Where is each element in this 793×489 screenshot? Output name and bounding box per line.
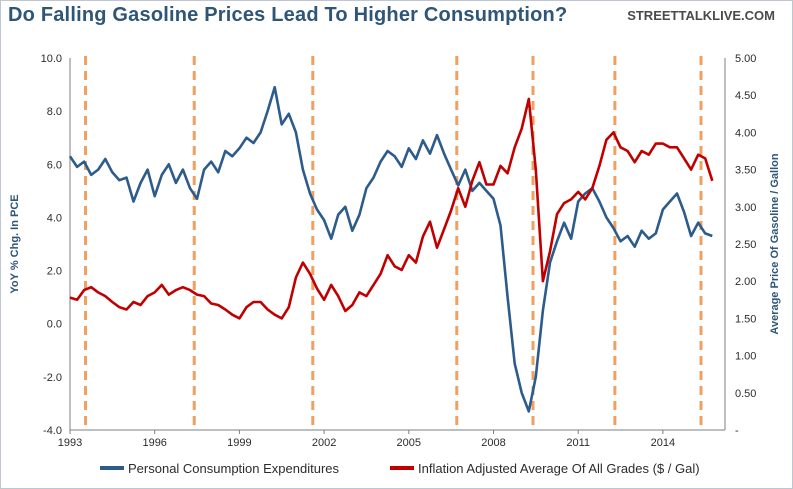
- x-tick-label: 2011: [566, 437, 590, 449]
- y-tick-label: 0.0: [47, 319, 62, 331]
- y-tick-label: 6.0: [47, 159, 62, 171]
- y2-tick-label: 2.50: [735, 239, 756, 251]
- legend: Personal Consumption Expenditures Inflat…: [100, 461, 700, 476]
- series-pce-line: [68, 85, 713, 413]
- brand-label: STREETTALKLIVE.COM: [627, 8, 775, 23]
- y2-tick-label: 4.00: [735, 127, 756, 139]
- y-axis-label: YoY % Chg. In PCE: [9, 194, 21, 293]
- y-tick-label: 2.0: [47, 266, 62, 278]
- y-tick-label: 10.0: [41, 53, 62, 65]
- x-tick-label: 1996: [142, 437, 166, 449]
- chart-title: Do Falling Gasoline Prices Lead To Highe…: [8, 4, 568, 26]
- tick-labels: 10.0 8.0 6.0 4.0 2.0 0.0 -2.0 -4.0 5.00 4.50 4.00 3…: [41, 53, 757, 449]
- y2-axis-label: Average Price Of Gasoline / Gallon: [769, 153, 781, 334]
- x-tick-label: 2014: [651, 437, 675, 449]
- axes: [69, 58, 726, 431]
- y2-tick-label: 1.50: [735, 313, 756, 325]
- series-gasoline-line: [69, 97, 714, 320]
- y-tick-label: 4.0: [47, 212, 62, 224]
- x-tick-label: 2002: [312, 437, 336, 449]
- y2-tick-label: 4.50: [735, 90, 756, 102]
- legend-label-pce: Personal Consumption Expenditures: [128, 461, 340, 476]
- y-tick-label: -2.0: [43, 372, 62, 384]
- y2-tick-label: 1.00: [735, 351, 756, 363]
- y2-tick-label: 3.00: [735, 202, 756, 214]
- x-tick-label: 2008: [481, 437, 505, 449]
- y2-tick-label: 3.50: [735, 165, 756, 177]
- y-tick-label: -4.0: [43, 425, 62, 437]
- recession-markers: [84, 56, 703, 430]
- y-tick-label: 8.0: [47, 106, 62, 118]
- series: [68, 85, 714, 413]
- y2-tick-label: 5.00: [735, 53, 756, 65]
- y2-tick-label: 0.50: [735, 388, 756, 400]
- y2-tick-label: 2.00: [735, 276, 756, 288]
- x-tick-label: 2005: [397, 437, 421, 449]
- legend-label-gas: Inflation Adjusted Average Of All Grades…: [418, 461, 700, 476]
- y2-tick-label: -: [735, 425, 739, 437]
- x-tick-label: 1993: [58, 437, 82, 449]
- x-tick-label: 1999: [227, 437, 251, 449]
